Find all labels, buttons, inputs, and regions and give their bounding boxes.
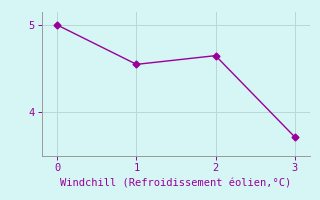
X-axis label: Windchill (Refroidissement éolien,°C): Windchill (Refroidissement éolien,°C) <box>60 178 292 188</box>
